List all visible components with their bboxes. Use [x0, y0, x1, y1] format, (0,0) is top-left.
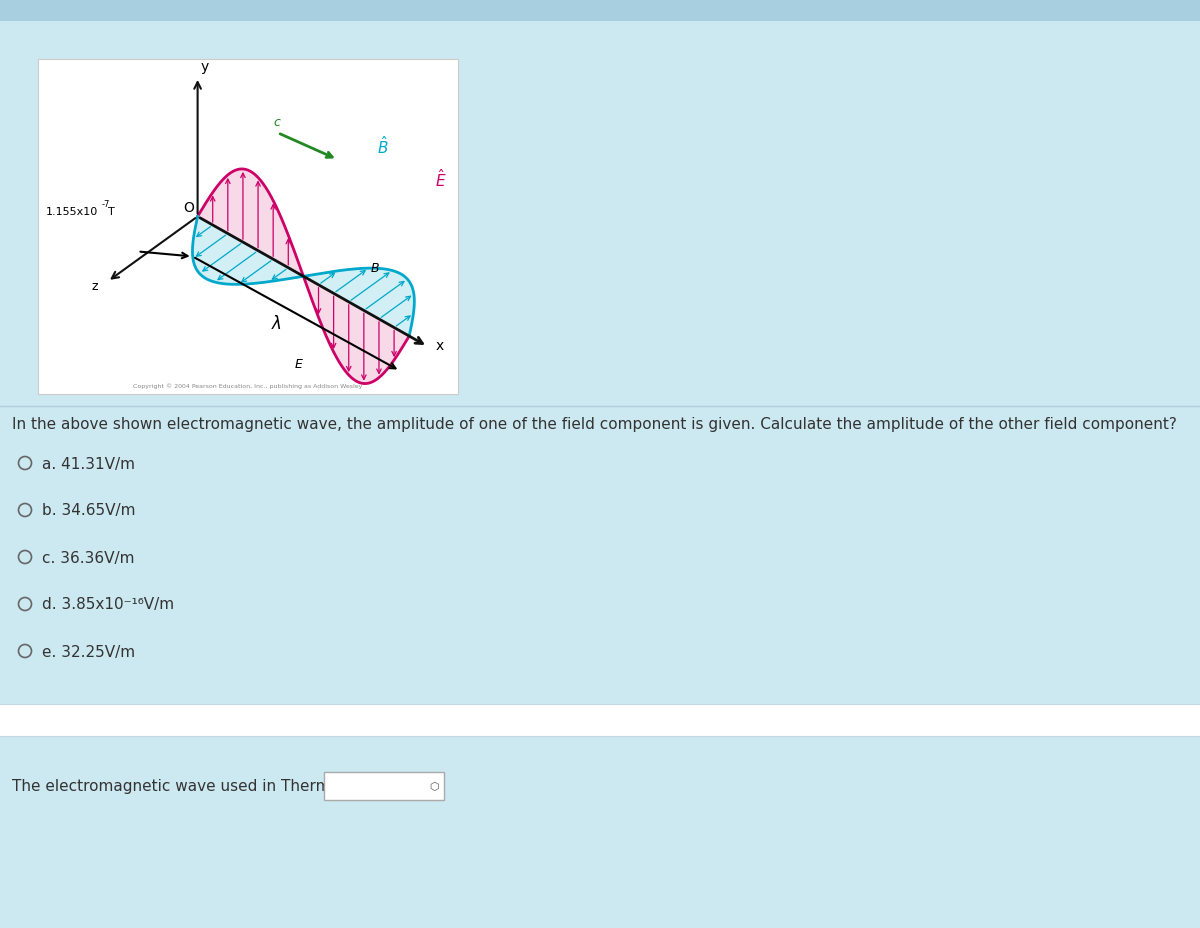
Text: $\hat{B}$: $\hat{B}$ [377, 135, 388, 157]
Text: The electromagnetic wave used in Thermal imaging is: The electromagnetic wave used in Thermal… [12, 779, 428, 793]
Text: x: x [436, 339, 444, 353]
Text: -7: -7 [102, 200, 110, 209]
Polygon shape [192, 217, 414, 337]
Text: a. 41.31V/m: a. 41.31V/m [42, 456, 134, 471]
Bar [0, 0, 1200, 22]
Text: e. 32.25V/m: e. 32.25V/m [42, 644, 136, 659]
Bar [0, 704, 1200, 736]
Text: $E$: $E$ [294, 358, 304, 371]
Text: ⬡: ⬡ [430, 781, 439, 792]
Text: y: y [200, 60, 209, 74]
Bar [0, 736, 1200, 928]
Text: b. 34.65V/m: b. 34.65V/m [42, 503, 136, 518]
Text: z: z [91, 280, 97, 293]
Bar [324, 772, 444, 800]
Text: $B$: $B$ [371, 262, 380, 275]
Text: 1.155x10: 1.155x10 [46, 207, 98, 217]
Text: c. 36.36V/m: c. 36.36V/m [42, 550, 134, 565]
Text: $\hat{E}$: $\hat{E}$ [436, 168, 448, 190]
Bar [38, 60, 458, 394]
Text: Copyright © 2004 Pearson Education, Inc., publishing as Addison Wesley: Copyright © 2004 Pearson Education, Inc.… [133, 383, 362, 389]
Text: In the above shown electromagnetic wave, the amplitude of one of the field compo: In the above shown electromagnetic wave,… [12, 417, 1177, 432]
Text: $\lambda$: $\lambda$ [271, 315, 282, 332]
Text: O: O [184, 201, 194, 215]
Text: d. 3.85x10⁻¹⁶V/m: d. 3.85x10⁻¹⁶V/m [42, 597, 174, 612]
Polygon shape [198, 170, 409, 384]
Text: $c$: $c$ [272, 116, 281, 129]
Text: T: T [108, 207, 115, 217]
